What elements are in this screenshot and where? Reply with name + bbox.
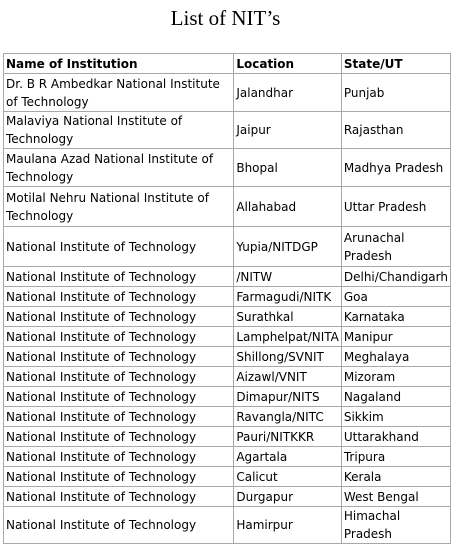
- nit-table: Name of Institution Location State/UT Dr…: [3, 53, 451, 544]
- cell-location: Dimapur/NITS: [234, 387, 342, 407]
- table-row: National Institute of Technology Aizawl/…: [4, 367, 451, 387]
- table-header-row: Name of Institution Location State/UT: [4, 54, 451, 74]
- table-row: Malaviya National Institute of Technolog…: [4, 112, 451, 149]
- cell-name: Maulana Azad National Institute of Techn…: [4, 149, 234, 187]
- cell-name: National Institute of Technology: [4, 347, 234, 367]
- cell-name: National Institute of Technology: [4, 267, 234, 287]
- cell-state: Rajasthan: [341, 112, 450, 149]
- cell-location: Jaipur: [234, 112, 342, 149]
- cell-state: Meghalaya: [341, 347, 450, 367]
- cell-state: West Bengal: [341, 487, 450, 507]
- cell-name: National Institute of Technology: [4, 387, 234, 407]
- table-row: National Institute of Technology Agartal…: [4, 447, 451, 467]
- cell-name: Motilal Nehru National Institute of Tech…: [4, 187, 234, 227]
- cell-location: Aizawl/VNIT: [234, 367, 342, 387]
- cell-name: National Institute of Technology: [4, 467, 234, 487]
- cell-location: Agartala: [234, 447, 342, 467]
- cell-state: Delhi/Chandigarh: [341, 267, 450, 287]
- table-row: Dr. B R Ambedkar National Institute of T…: [4, 74, 451, 112]
- cell-name: National Institute of Technology: [4, 287, 234, 307]
- cell-state: Nagaland: [341, 387, 450, 407]
- header-location: Location: [234, 54, 342, 74]
- cell-state: Uttar Pradesh: [341, 187, 450, 227]
- table-row: National Institute of Technology /NITW D…: [4, 267, 451, 287]
- cell-name: National Institute of Technology: [4, 407, 234, 427]
- table-row: National Institute of Technology Calicut…: [4, 467, 451, 487]
- cell-location: /NITW: [234, 267, 342, 287]
- cell-state: Karnataka: [341, 307, 450, 327]
- header-state: State/UT: [341, 54, 450, 74]
- header-name: Name of Institution: [4, 54, 234, 74]
- cell-name: National Institute of Technology: [4, 447, 234, 467]
- table-row: Motilal Nehru National Institute of Tech…: [4, 187, 451, 227]
- table-row: National Institute of Technology Shillon…: [4, 347, 451, 367]
- cell-state: Madhya Pradesh: [341, 149, 450, 187]
- cell-state: Himachal Pradesh: [341, 507, 450, 544]
- cell-location: Calicut: [234, 467, 342, 487]
- table-row: National Institute of Technology Yupia/N…: [4, 227, 451, 267]
- cell-location: Surathkal: [234, 307, 342, 327]
- cell-state: Kerala: [341, 467, 450, 487]
- cell-location: Shillong/SVNIT: [234, 347, 342, 367]
- cell-state: Manipur: [341, 327, 450, 347]
- cell-location: Farmagudi/NITK: [234, 287, 342, 307]
- cell-state: Tripura: [341, 447, 450, 467]
- cell-name: Dr. B R Ambedkar National Institute of T…: [4, 74, 234, 112]
- cell-location: Bhopal: [234, 149, 342, 187]
- cell-location: Hamirpur: [234, 507, 342, 544]
- table-row: National Institute of Technology Dimapur…: [4, 387, 451, 407]
- table-row: National Institute of Technology Farmagu…: [4, 287, 451, 307]
- table-row: National Institute of Technology Hamirpu…: [4, 507, 451, 544]
- cell-state: Arunachal Pradesh: [341, 227, 450, 267]
- cell-location: Jalandhar: [234, 74, 342, 112]
- cell-location: Lamphelpat/NITA: [234, 327, 342, 347]
- cell-state: Goa: [341, 287, 450, 307]
- cell-state: Uttarakhand: [341, 427, 450, 447]
- cell-name: National Institute of Technology: [4, 367, 234, 387]
- cell-state: Sikkim: [341, 407, 450, 427]
- cell-location: Ravangla/NITC: [234, 407, 342, 427]
- page-title: List of NIT’s: [0, 6, 451, 31]
- cell-state: Punjab: [341, 74, 450, 112]
- cell-location: Yupia/NITDGP: [234, 227, 342, 267]
- cell-state: Mizoram: [341, 367, 450, 387]
- cell-location: Allahabad: [234, 187, 342, 227]
- cell-name: National Institute of Technology: [4, 487, 234, 507]
- cell-name: Malaviya National Institute of Technolog…: [4, 112, 234, 149]
- table-row: Maulana Azad National Institute of Techn…: [4, 149, 451, 187]
- table-row: National Institute of Technology Surathk…: [4, 307, 451, 327]
- table-row: National Institute of Technology Lamphel…: [4, 327, 451, 347]
- cell-name: National Institute of Technology: [4, 427, 234, 447]
- table-row: National Institute of Technology Ravangl…: [4, 407, 451, 427]
- cell-location: Durgapur: [234, 487, 342, 507]
- cell-name: National Institute of Technology: [4, 507, 234, 544]
- table-row: National Institute of Technology Pauri/N…: [4, 427, 451, 447]
- cell-location: Pauri/NITKKR: [234, 427, 342, 447]
- cell-name: National Institute of Technology: [4, 307, 234, 327]
- table-row: National Institute of Technology Durgapu…: [4, 487, 451, 507]
- cell-name: National Institute of Technology: [4, 327, 234, 347]
- cell-name: National Institute of Technology: [4, 227, 234, 267]
